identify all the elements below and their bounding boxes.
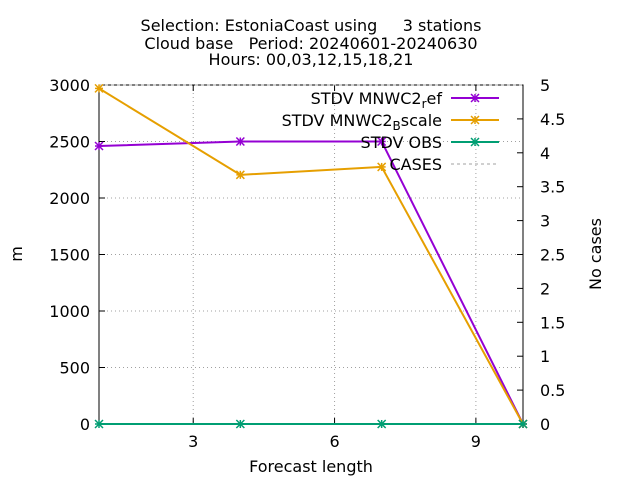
y2-tick-label: 5 [540, 76, 550, 95]
data-point-2-2 [377, 419, 387, 429]
y-tick-label: 1000 [49, 302, 90, 321]
y-tick-label: 0 [80, 415, 90, 434]
y2-tick-label: 2.5 [540, 246, 565, 265]
series-line-0 [98, 140, 524, 425]
data-point-0-0 [94, 141, 104, 151]
title-line-3: Hours: 00,03,12,15,18,21 [209, 50, 414, 69]
y-tick-label: 2000 [49, 189, 90, 208]
y2-tick-label: 3 [540, 212, 550, 231]
y2-tick-label: 3.5 [540, 178, 565, 197]
data-point-0-1 [235, 136, 245, 147]
y-tick-label: 3000 [49, 76, 90, 95]
x-axis-label: Forecast length [249, 457, 373, 476]
x-tick-label: 9 [471, 432, 481, 451]
axes: 3 6 9 0 500 1000 1500 2000 2500 3000 0 0.5 1 1.5 2 2.5 3… [49, 76, 565, 451]
legend-item-1: STDV MNWC2Bscale [282, 111, 499, 133]
grid [99, 85, 523, 424]
x-tick-label: 6 [329, 432, 339, 451]
y2-tick-label: 4.5 [540, 110, 565, 129]
legend-item-3: CASES [389, 155, 499, 174]
data-point-2-0 [94, 419, 104, 429]
series-line-1 [98, 87, 524, 425]
data-point-0-2 [377, 136, 387, 147]
y-axis-label: m [7, 246, 26, 262]
y-tick-label: 500 [59, 359, 90, 378]
chart-title: Selection: EstoniaCoast using 3 stations… [141, 16, 482, 69]
data-point-1-1 [235, 170, 245, 180]
legend-label-2: STDV OBS [361, 133, 442, 152]
legend-item-2: STDV OBS [361, 133, 499, 152]
y2-tick-label: 4 [540, 144, 550, 163]
data-point-2-1 [235, 419, 245, 429]
data-point-1-0 [94, 83, 104, 93]
y2-axis-label: No cases [586, 218, 605, 290]
y2-tick-label: 0.5 [540, 381, 565, 400]
y-tick-label: 1500 [49, 246, 90, 265]
title-line-2: Cloud base Period: 20240601-20240630 [144, 34, 477, 53]
legend-label-0: STDV MNWC2ref [311, 89, 443, 111]
title-line-1: Selection: EstoniaCoast using 3 stations [141, 16, 482, 35]
y2-tick-label: 2 [540, 279, 550, 298]
x-tick-label: 3 [188, 432, 198, 451]
legend-marker-1 [470, 115, 480, 125]
data-point-2-3 [518, 419, 528, 429]
legend-marker-0 [470, 93, 480, 103]
series-layer [94, 83, 528, 429]
y2-tick-label: 0 [540, 415, 550, 434]
y2-tick-label: 1.5 [540, 313, 565, 332]
legend-item-0: STDV MNWC2ref [311, 89, 499, 111]
legend-marker-2 [470, 137, 480, 147]
data-point-1-2 [377, 162, 387, 172]
legend-label-3: CASES [389, 155, 442, 174]
legend-label-1: STDV MNWC2Bscale [282, 111, 442, 133]
y2-tick-label: 1 [540, 347, 550, 366]
y-tick-label: 2500 [49, 133, 90, 152]
